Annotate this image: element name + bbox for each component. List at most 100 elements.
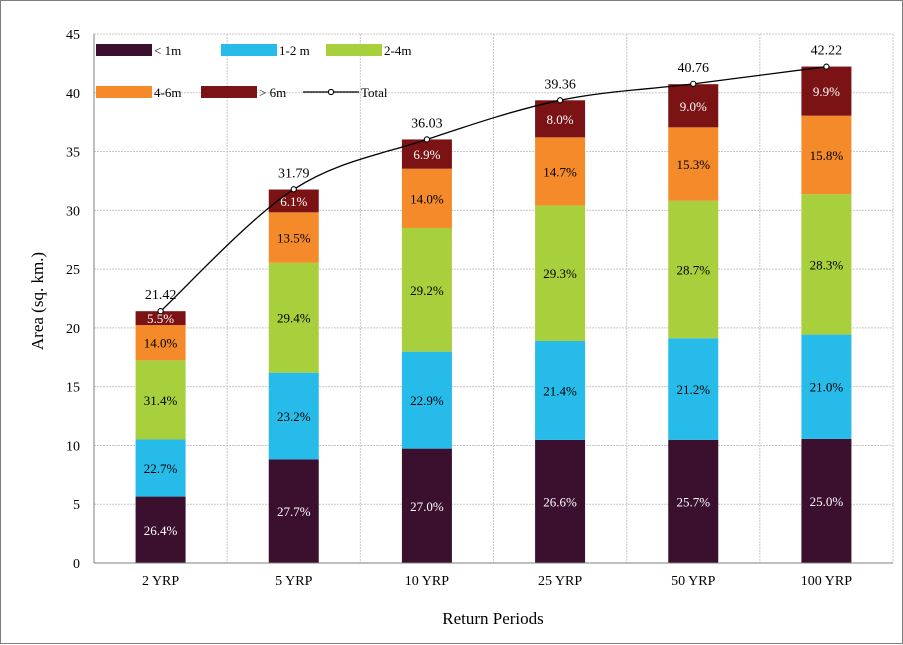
bar-segment-label: 22.9% [410,393,444,408]
total-point [157,308,164,315]
gridlines [93,33,894,563]
bar-segment [268,372,319,460]
bar-segment [801,438,852,563]
legend-swatch [221,44,277,56]
x-tick-label: 2 YRP [142,574,179,589]
bar-segment-label: 9.0% [680,99,707,114]
bar-segment-label: 26.4% [144,523,178,538]
bar-segment [801,334,852,439]
total-value-label: 39.36 [544,77,576,92]
bar-segment [268,459,319,563]
total-value-label: 21.42 [145,288,177,303]
legend-marker [327,88,335,96]
bar-segment [401,448,452,563]
y-tick-label: 25 [66,263,80,278]
legend-label: < 1m [154,43,181,58]
bar-segment [668,439,719,563]
legend-swatch [96,86,152,98]
bar-segment [535,205,586,341]
bars: 26.4% 22.7% 31.4% 14.0% 5.5% 27.7% 23.2% 29.4% 1… [135,66,852,563]
bar-segment-label: 28.7% [676,262,710,277]
bar-segment-label: 27.7% [277,504,311,519]
legend-swatch [96,44,152,56]
bar-segment-label: 6.1% [280,194,307,209]
bar-segment [801,66,852,116]
total-point [290,186,297,193]
bar-segment-label: 29.2% [410,283,444,298]
bar-segment-label: 8.0% [547,112,574,127]
total-point [823,63,830,70]
bar-segment-label: 14.7% [543,164,577,179]
bar-segment [135,360,186,440]
legend-label: Total [361,85,388,100]
bar-segment-label: 21.4% [543,383,577,398]
bar-segment [668,200,719,339]
bar-segment [268,262,319,373]
legend-label: 1-2 m [279,43,310,58]
bar-segment [535,137,586,206]
bar-segment-label: 14.0% [410,191,444,206]
total-point [556,97,564,104]
bar-segment-label: 13.5% [277,231,311,246]
total-value-label: 42.22 [811,44,843,59]
bar-segment [401,227,452,352]
bar-segment [668,127,719,201]
axes: 0 5 10 15 20 25 30 35 40 45 2 YRP 5 YRP 10 YRP 25 YRP… [66,28,893,589]
bar-segment-label: 29.4% [277,311,311,326]
bar-segment-label: 23.2% [277,409,311,424]
y-tick-label: 45 [66,28,80,43]
y-tick-label: 35 [66,146,80,161]
y-tick-label: 15 [66,381,80,396]
bar-segment [668,84,719,128]
bar-segment-label: 9.9% [813,84,840,99]
bar-segment-label: 15.8% [810,148,844,163]
bar-segment-label: 28.3% [810,257,844,272]
bar-segment-label: 25.7% [676,494,710,509]
bar-segment [535,439,586,563]
bar-segment-label: 29.3% [543,266,577,281]
x-tick-label: 50 YRP [671,574,715,589]
y-tick-label: 0 [73,557,80,572]
y-tick-label: 10 [66,439,80,454]
bar-segment [535,340,586,440]
legend-swatch [201,86,257,98]
y-tick-label: 20 [66,322,80,337]
total-value-label: 40.76 [678,61,710,76]
bar-segment-label: 31.4% [144,393,178,408]
bar-segment [801,115,852,195]
legend-swatch [326,44,382,56]
legend-label: 4-6m [154,85,181,100]
bar-segment [135,439,186,497]
total-value-label: 36.03 [411,116,443,131]
bar-segment [801,194,852,335]
bar-segment [268,189,319,213]
y-axis-title: Area (sq. km.) [28,252,47,350]
bar-segment-label: 21.0% [810,380,844,395]
bar-segment-label: 6.9% [413,147,440,162]
bar-segment-label: 22.7% [144,461,178,476]
bar-segment [268,212,319,263]
total-line: 21.42 31.79 36.03 39.36 40.76 42.22 [145,44,843,315]
x-tick-label: 25 YRP [538,574,582,589]
total-value-label: 31.79 [278,166,310,181]
bar-segment [535,100,586,138]
legend: < 1m 1-2 m 2-4m 4-6m > 6m Total [96,43,411,100]
y-tick-label: 40 [66,87,80,102]
bar-segment-label: 21.2% [676,382,710,397]
total-point [690,80,697,87]
total-series-line [160,66,827,312]
bar-segment [401,168,452,228]
y-tick-label: 5 [73,498,80,513]
y-tick-label: 30 [66,204,80,219]
x-axis-title: Return Periods [442,609,544,628]
bar-segment-label: 26.6% [543,494,577,509]
bar-segment [135,311,186,326]
legend-label: > 6m [259,85,286,100]
total-point [423,136,431,143]
bar-segment [135,496,186,563]
x-tick-label: 5 YRP [275,574,312,589]
bar-segment [401,351,452,449]
bar-segment-label: 25.0% [810,494,844,509]
